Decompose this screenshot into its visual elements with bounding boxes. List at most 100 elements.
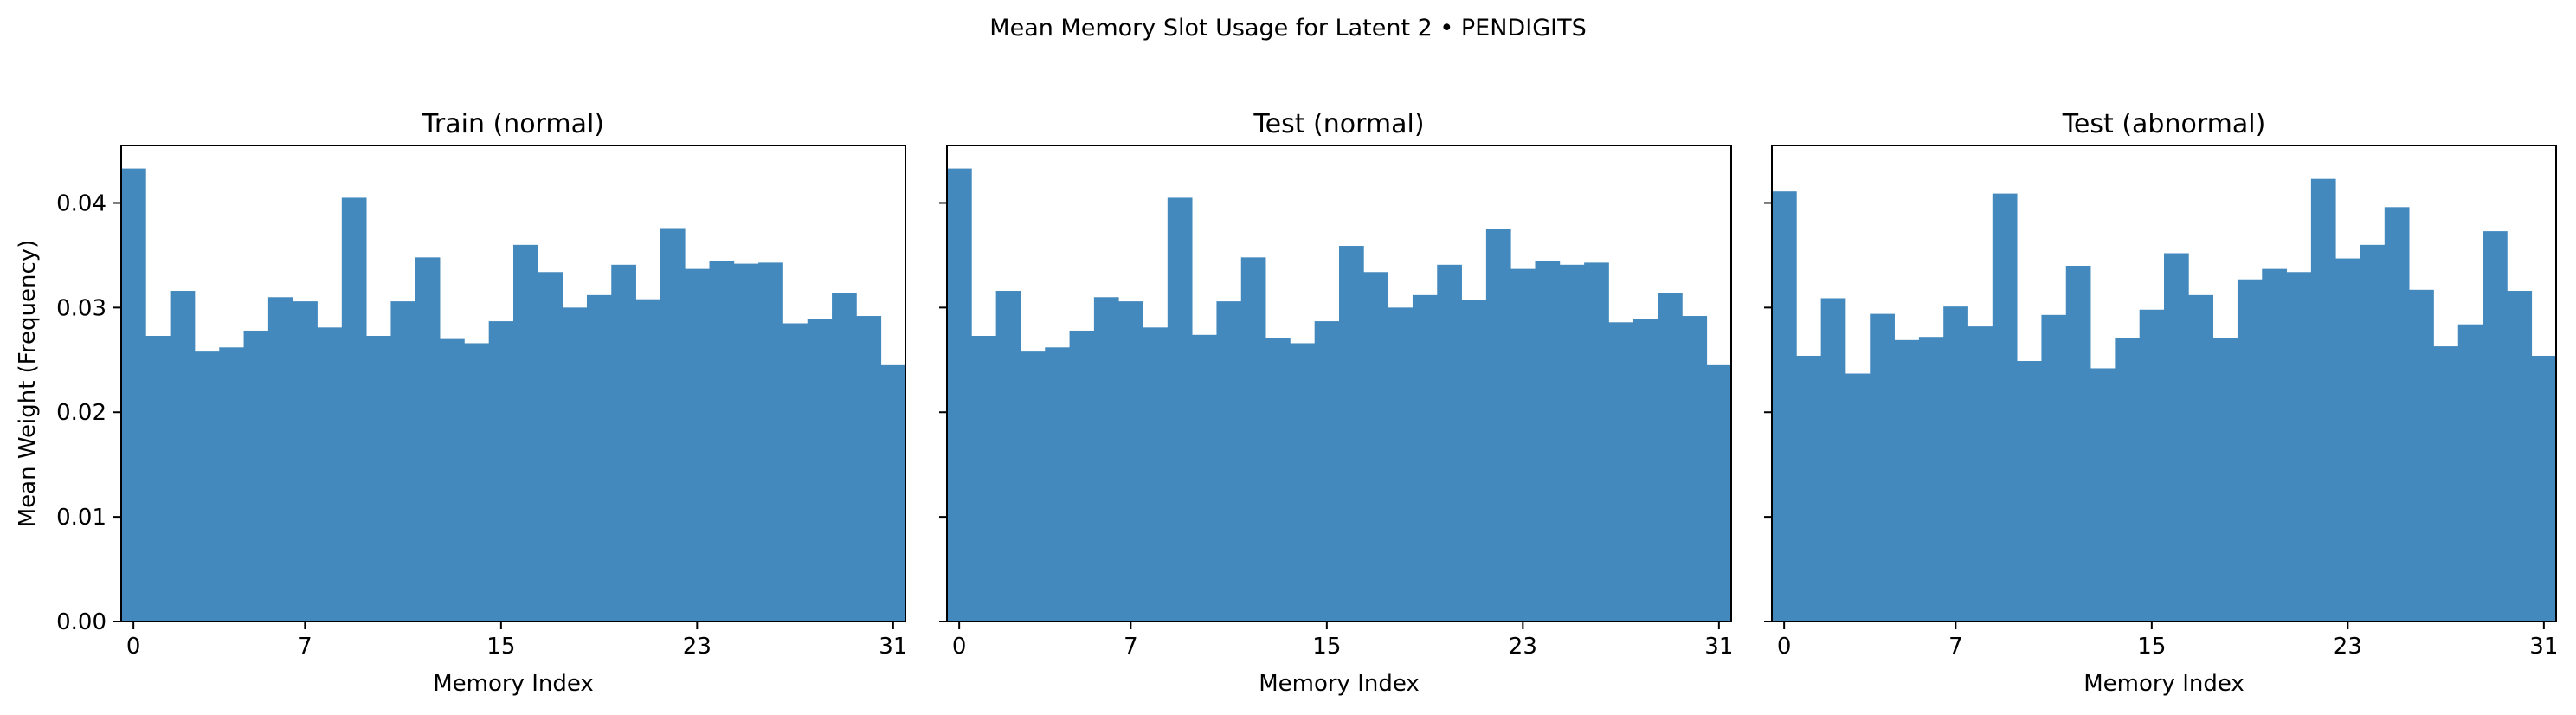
bar [513,244,538,622]
bar [971,336,997,622]
bar [1772,191,1797,622]
bar [2115,338,2141,622]
bar [2433,346,2459,622]
chart-panel-3: Test (abnormal) 0 7 15 23 31 Memory Index [1764,109,2558,697]
bar [2237,279,2263,622]
bar [2409,289,2434,622]
bar [1559,264,1585,622]
bar [832,293,857,622]
bar [2139,309,2165,622]
panel-title: Test (abnormal) [2062,109,2266,139]
x-tick-label: 7 [1124,634,1138,660]
bar [538,272,564,622]
bar [1820,298,1846,622]
bar [415,257,441,622]
bar [1633,319,1658,622]
bar [366,336,391,622]
bar [488,321,514,622]
bar [880,364,906,622]
bar [1093,297,1119,622]
x-tick-label: 15 [486,634,515,660]
x-tick-label: 31 [1704,634,1733,660]
chart-panel-1: Train (normal) 0 7 15 23 31 Memory Index 0.00 0.… [15,109,907,697]
bar [464,343,490,622]
bar [2041,314,2067,622]
x-tick-label: 0 [126,634,141,660]
bar [1608,322,1634,622]
bar [2090,368,2116,622]
bar [562,307,588,622]
bar [1363,272,1389,622]
y-tick-label: 0.01 [56,505,106,531]
bar [709,260,735,622]
axes-frame [120,145,906,622]
bar [2360,244,2386,622]
axes-frame [946,145,1732,622]
bar [170,291,196,622]
bar [243,330,269,622]
bar [1943,306,1968,622]
x-tick-label: 23 [683,634,712,660]
bar [341,197,367,622]
y-tick-label: 0.03 [56,295,106,321]
y-tick-label: 0.02 [56,400,106,426]
bar [995,291,1021,622]
bar [2531,355,2557,622]
x-tick-label: 31 [879,634,907,660]
bar [758,262,783,622]
bar [1461,300,1487,622]
bar [2286,272,2312,622]
bar [1706,364,1732,622]
bar [1240,257,1266,622]
bar [219,347,244,622]
bar [1069,330,1095,622]
bar [685,268,710,622]
bar [1485,229,1511,622]
bar [1265,338,1291,622]
figure-suptitle: Mean Memory Slot Usage for Latent 2 • PE… [989,15,1586,42]
bar [2335,258,2360,622]
bar [1412,294,1438,622]
chart-panel-2: Test (normal) 0 7 15 23 31 Memory Index [939,109,1733,697]
panel-title: Train (normal) [422,109,604,139]
bar [1143,327,1169,622]
y-axis-label: Mean Weight (Frequency) [15,240,41,528]
bar [293,301,318,622]
x-tick-label: 0 [952,634,967,660]
bar [1992,193,2018,622]
bar [1045,347,1070,622]
x-tick-label: 15 [2137,634,2166,660]
bar [1845,373,1871,622]
bar [611,264,636,622]
bar [660,228,686,622]
bar [440,338,465,622]
bar [1020,351,1046,622]
x-tick-label: 23 [2334,634,2362,660]
bar [2507,291,2533,622]
x-axis-label: Memory Index [433,671,594,697]
bar [267,297,293,622]
bar [807,319,833,622]
bar [194,351,220,622]
bar [1510,268,1536,622]
x-axis-label: Memory Index [2083,671,2244,697]
bar [1870,313,1895,622]
y-tick-label: 0.04 [56,190,106,216]
x-axis-label: Memory Index [1259,671,1420,697]
bar [1314,321,1340,622]
bar [635,299,661,622]
bar [1216,301,1242,622]
bar [2212,338,2238,622]
bar [1192,334,1217,622]
bar [1118,301,1143,622]
bar [733,263,759,622]
bar [2065,266,2091,622]
bar [317,327,343,622]
axes-frame [1771,145,2557,622]
x-tick-label: 15 [1312,634,1341,660]
bar [1437,264,1462,622]
y-tick-label: 0.00 [56,609,106,635]
bar [1167,197,1193,622]
bar [1796,355,1822,622]
